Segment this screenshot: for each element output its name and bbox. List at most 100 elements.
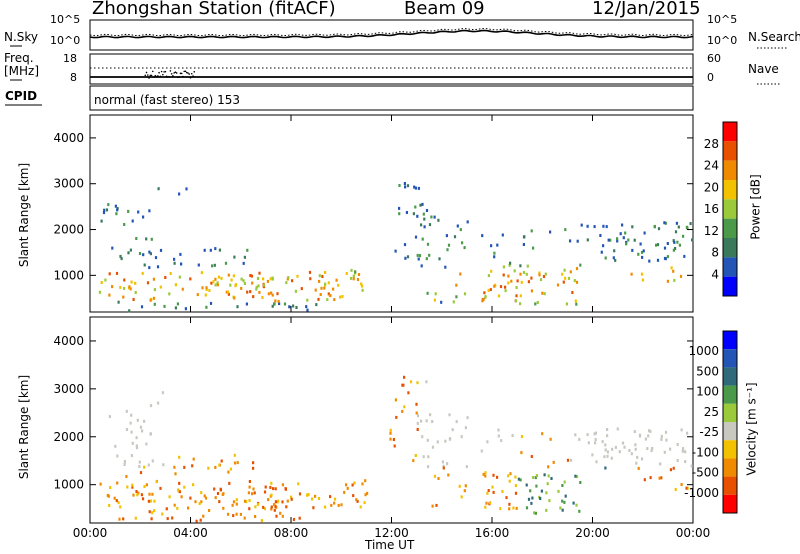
heatmap-cell (451, 428, 454, 432)
heatmap-cell (245, 500, 248, 504)
heatmap-cell (520, 435, 524, 439)
ytick-label: 3000 (53, 382, 84, 396)
heatmap-cell (621, 223, 624, 227)
heatmap-cell (214, 247, 217, 251)
heatmap-cell (168, 292, 171, 296)
heatmap-cell (575, 267, 579, 271)
heatmap-cell (549, 230, 552, 234)
heatmap-cell (258, 271, 261, 275)
heatmap-cell (677, 225, 680, 229)
heatmap-cell (575, 302, 578, 306)
heatmap-cell (433, 298, 436, 302)
nave-point (152, 70, 154, 73)
heatmap-cell (486, 491, 489, 495)
heatmap-cell (157, 401, 160, 405)
heatmap-cell (108, 293, 111, 297)
nave-point (146, 74, 149, 76)
heatmap-cell (146, 281, 150, 285)
heatmap-cell (329, 294, 332, 297)
heatmap-cell (673, 278, 676, 282)
heatmap-cell (221, 493, 224, 496)
power-colorbar-swatch (723, 199, 737, 219)
heatmap-cell (116, 208, 119, 212)
heatmap-cell (649, 429, 652, 433)
heatmap-cell (398, 206, 401, 210)
heatmap-cell (360, 284, 364, 288)
heatmap-cell (134, 291, 137, 294)
heatmap-cell (267, 498, 270, 502)
heatmap-cell (107, 203, 110, 207)
heatmap-cell (544, 272, 547, 276)
heatmap-cell (141, 429, 144, 433)
heatmap-cell (514, 299, 517, 303)
heatmap-cell (356, 278, 360, 281)
heatmap-cell (298, 492, 302, 496)
heatmap-cell (248, 485, 251, 489)
nave-point (164, 70, 167, 73)
heatmap-cell (337, 283, 340, 287)
heatmap-cell (409, 380, 413, 384)
heatmap-cell (324, 271, 327, 274)
heatmap-cell (427, 465, 430, 469)
heatmap-cell (504, 285, 507, 289)
heatmap-cell (129, 248, 132, 252)
heatmap-cell (242, 279, 245, 283)
heatmap-cell (343, 490, 346, 494)
heatmap-cell (569, 270, 572, 274)
heatmap-cell (489, 501, 492, 505)
heatmap-cell (252, 466, 255, 470)
power-colorbar-swatch (723, 257, 737, 277)
heatmap-cell (132, 493, 135, 497)
heatmap-cell (548, 499, 551, 503)
heatmap-cell (187, 506, 190, 510)
heatmap-cell (614, 445, 617, 449)
nave-point (157, 75, 159, 77)
heatmap-cell (159, 248, 163, 252)
heatmap-cell (115, 212, 118, 216)
heatmap-cell (491, 485, 494, 489)
heatmap-cell (142, 253, 145, 257)
heatmap-cell (142, 215, 145, 219)
heatmap-cell (251, 281, 254, 285)
heatmap-cell (664, 430, 668, 434)
heatmap-cell (240, 286, 243, 290)
heatmap-cell (174, 306, 177, 310)
heatmap-cell (116, 454, 119, 458)
heatmap-cell (135, 446, 139, 450)
heatmap-cell (499, 285, 503, 289)
nave-point (185, 71, 188, 74)
heatmap-cell (437, 477, 440, 480)
heatmap-cell (564, 494, 567, 498)
heatmap-cell (157, 187, 160, 191)
heatmap-cell (492, 473, 495, 477)
heatmap-cell (489, 288, 492, 292)
heatmap-cell (125, 409, 128, 413)
heatmap-cell (295, 306, 298, 309)
heatmap-cell (145, 237, 148, 241)
heatmap-cell (352, 494, 355, 498)
heatmap-cell (218, 248, 221, 252)
nave-point (173, 72, 175, 74)
heatmap-cell (278, 302, 281, 306)
heatmap-cell (648, 259, 651, 263)
heatmap-cell (442, 464, 445, 468)
cpid-strip-frame (89, 85, 694, 111)
heatmap-cell (106, 493, 109, 497)
heatmap-cell (647, 434, 650, 438)
heatmap-cell (351, 483, 354, 487)
heatmap-cell (666, 255, 669, 259)
heatmap-cell (563, 268, 566, 272)
nsearch-label: N.Search (748, 30, 800, 44)
heatmap-cell (670, 266, 673, 270)
heatmap-cell (308, 270, 312, 274)
heatmap-cell (575, 503, 578, 507)
heatmap-cell (680, 428, 683, 432)
heatmap-cell (594, 441, 597, 445)
heatmap-cell (586, 224, 589, 228)
heatmap-cell (276, 292, 279, 296)
heatmap-cell (515, 506, 518, 510)
heatmap-cell (184, 307, 187, 311)
heatmap-cell (333, 298, 336, 302)
heatmap-cell (595, 460, 598, 464)
heatmap-cell (442, 466, 445, 470)
